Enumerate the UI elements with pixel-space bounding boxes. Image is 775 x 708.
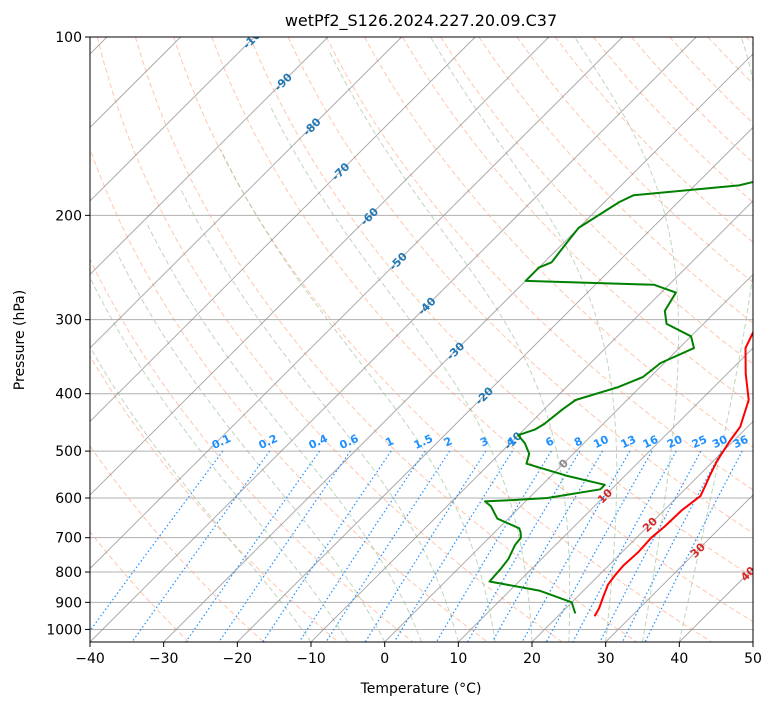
x-tick-label: 0 <box>380 651 389 667</box>
dry-adiabat <box>478 37 753 324</box>
isotherm <box>90 37 329 276</box>
dry-adiabat <box>96 37 563 642</box>
y-tick-label: 500 <box>55 444 82 460</box>
x-tick-label: 40 <box>670 651 688 667</box>
mixing-ratio-line <box>644 450 743 642</box>
y-tick-label: 900 <box>55 595 82 611</box>
mixing-ratio-label: 30 <box>710 433 730 451</box>
moist-adiabat <box>145 221 422 642</box>
moist-adiabat <box>430 37 618 642</box>
dry-adiabat <box>134 37 638 642</box>
y-tick-label: 300 <box>55 313 82 329</box>
background-lines <box>90 37 753 642</box>
mixing-ratio-label: 36 <box>731 433 751 451</box>
dry-adiabat <box>440 37 753 365</box>
isotherm <box>236 126 753 642</box>
dry-adiabat <box>249 37 753 578</box>
x-axis: −40 −30 −20 −10 0 10 20 30 40 50 <box>75 642 762 667</box>
dry-adiabat <box>90 355 339 642</box>
y-axis: 100 200 300 400 500 600 700 800 900 1000 <box>46 30 90 638</box>
dry-adiabat <box>173 37 712 642</box>
moist-adiabat <box>90 346 312 642</box>
moist-adiabat <box>269 104 533 642</box>
dry-adiabat <box>402 37 753 406</box>
mixing-ratio-label: 20 <box>665 433 685 451</box>
y-tick-label: 1000 <box>46 622 82 638</box>
mixing-ratio-line <box>599 450 702 642</box>
mixing-ratio-label: 25 <box>690 433 709 451</box>
isotherm <box>531 420 753 642</box>
plot-area <box>90 37 753 642</box>
dry-adiabat <box>90 445 264 642</box>
sounding-series <box>484 180 753 617</box>
mixing-ratio-line <box>185 450 321 642</box>
mixing-ratio-line <box>521 450 631 642</box>
isotherm <box>90 37 697 642</box>
y-tick-label: 600 <box>55 491 82 507</box>
isotherm <box>90 37 476 423</box>
dry-adiabat <box>90 258 414 642</box>
mixing-ratio-line <box>491 450 604 642</box>
isotherm <box>90 37 623 570</box>
plot-frame <box>89 36 754 643</box>
x-tick-label: −30 <box>149 651 179 667</box>
x-tick-label: −10 <box>296 651 326 667</box>
y-tick-label: 800 <box>55 565 82 581</box>
isotherm <box>457 347 753 642</box>
mixing-ratio-label: 13 <box>619 433 638 451</box>
mixing-ratio-label: 10 <box>591 433 611 451</box>
y-tick-label: 100 <box>55 30 82 46</box>
isotherm <box>90 37 402 349</box>
x-axis-label: Temperature (°C) <box>360 681 482 697</box>
series-line <box>593 330 753 617</box>
isotherm <box>310 200 753 642</box>
x-tick-label: 50 <box>744 651 762 667</box>
isotherm <box>752 641 753 642</box>
isotherm <box>605 494 753 642</box>
mixing-ratio-line <box>621 450 722 642</box>
moist-adiabat <box>328 49 571 642</box>
y-axis-label: Pressure (hPa) <box>12 290 28 390</box>
isotherm <box>384 273 753 642</box>
mixing-ratio-line <box>262 450 392 642</box>
mixing-ratio-line <box>545 450 653 642</box>
mixing-ratio-line <box>298 450 426 642</box>
moist-adiabat <box>179 187 459 642</box>
series-line <box>484 180 753 614</box>
dry-adiabat <box>90 530 190 642</box>
dry-adiabat <box>90 147 488 642</box>
isotherm <box>163 53 753 642</box>
y-tick-label: 400 <box>55 387 82 403</box>
moist-adiabat <box>574 37 680 642</box>
x-tick-label: −20 <box>223 651 253 667</box>
mixing-ratio-line <box>393 450 513 642</box>
isotherm <box>90 37 255 202</box>
dry-adiabat <box>211 37 753 623</box>
y-tick-label: 700 <box>55 531 82 547</box>
chart-title: wetPf2_S126.2024.227.20.09.C37 <box>285 11 557 31</box>
moist-adiabat <box>678 37 753 642</box>
mixing-ratio-line <box>90 450 224 632</box>
mixing-ratio-line <box>218 450 351 642</box>
moist-adiabat <box>115 251 386 642</box>
x-tick-label: 10 <box>449 651 467 667</box>
x-tick-label: 30 <box>597 651 615 667</box>
mixing-ratio-line <box>572 450 677 642</box>
mixing-ratio-label: 16 <box>641 433 661 451</box>
isotherm <box>90 37 550 496</box>
x-tick-label: −40 <box>75 651 105 667</box>
moist-adiabat <box>90 277 349 642</box>
moist-adiabat <box>220 149 496 642</box>
dry-adiabat <box>325 37 753 491</box>
x-tick-label: 20 <box>523 651 541 667</box>
y-tick-label: 200 <box>55 208 82 224</box>
